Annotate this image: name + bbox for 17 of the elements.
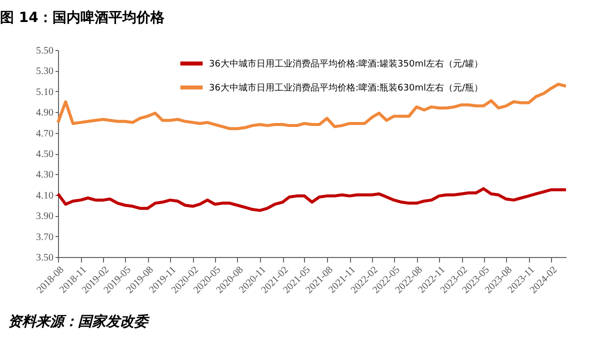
text: 资料来源：国家发改委 [8, 313, 150, 330]
legend-label: 36大中城市日用工业消费品平均价格:啤酒:瓶装630ml左右（元/瓶） [209, 82, 483, 94]
y-tick-label: 4.30 [36, 170, 54, 181]
y-tick-label: 5.10 [36, 86, 54, 98]
chart-title: 图 14：国内啤酒平均价格 [0, 9, 166, 26]
y-tick-label: 4.50 [36, 149, 54, 160]
y-tick-label: 4.70 [36, 128, 54, 140]
y-tick-label: 4.10 [36, 190, 54, 202]
y-tick-label: 3.50 [36, 252, 54, 264]
y-tick-label: 5.30 [36, 66, 54, 78]
y-tick-label: 3.90 [36, 211, 54, 222]
y-tick-label: 4.90 [36, 108, 54, 119]
y-tick-label: 5.50 [36, 46, 54, 56]
y-tick-label: 3.70 [36, 232, 54, 243]
legend-label: 36大中城市日用工业消费品平均价格:啤酒:罐装350ml左右（元/罐） [209, 58, 483, 70]
line-series [56, 187, 568, 212]
line-series [56, 82, 568, 130]
